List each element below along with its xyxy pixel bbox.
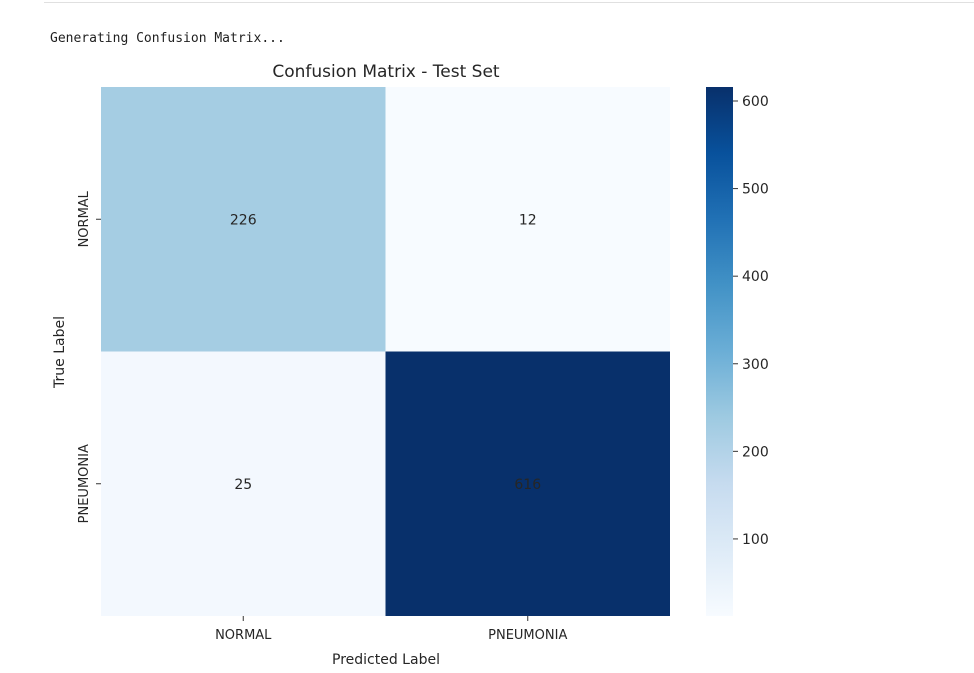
x-tick-label: NORMAL (215, 628, 272, 643)
heatmap-cell (101, 87, 386, 352)
colorbar-tick-label: 200 (742, 444, 769, 460)
colorbar (706, 87, 733, 616)
colorbar-tick-label: 600 (742, 94, 769, 110)
cell-value-label: 25 (234, 477, 252, 493)
colorbar-tick-label: 400 (742, 269, 769, 285)
console-output: Generating Confusion Matrix... (50, 31, 285, 46)
cell-value-label: 226 (230, 212, 257, 228)
chart-title: Confusion Matrix - Test Set (272, 62, 500, 82)
cell-divider (44, 0, 974, 3)
x-tick-label: PNEUMONIA (488, 628, 567, 643)
heatmap-cell (101, 351, 386, 616)
heatmap-cell (385, 87, 670, 352)
heatmap-cell (385, 351, 670, 616)
colorbar-tick-label: 500 (742, 182, 769, 198)
colorbar-tick-label: 300 (742, 357, 769, 373)
y-tick-label: NORMAL (77, 190, 92, 247)
colorbar-tick-label: 100 (742, 532, 769, 548)
x-axis-label: Predicted Label (332, 652, 440, 668)
cell-value-label: 616 (514, 477, 541, 493)
y-tick-label: PNEUMONIA (77, 444, 92, 523)
y-axis-label: True Label (52, 316, 68, 389)
cell-value-label: 12 (519, 212, 537, 228)
